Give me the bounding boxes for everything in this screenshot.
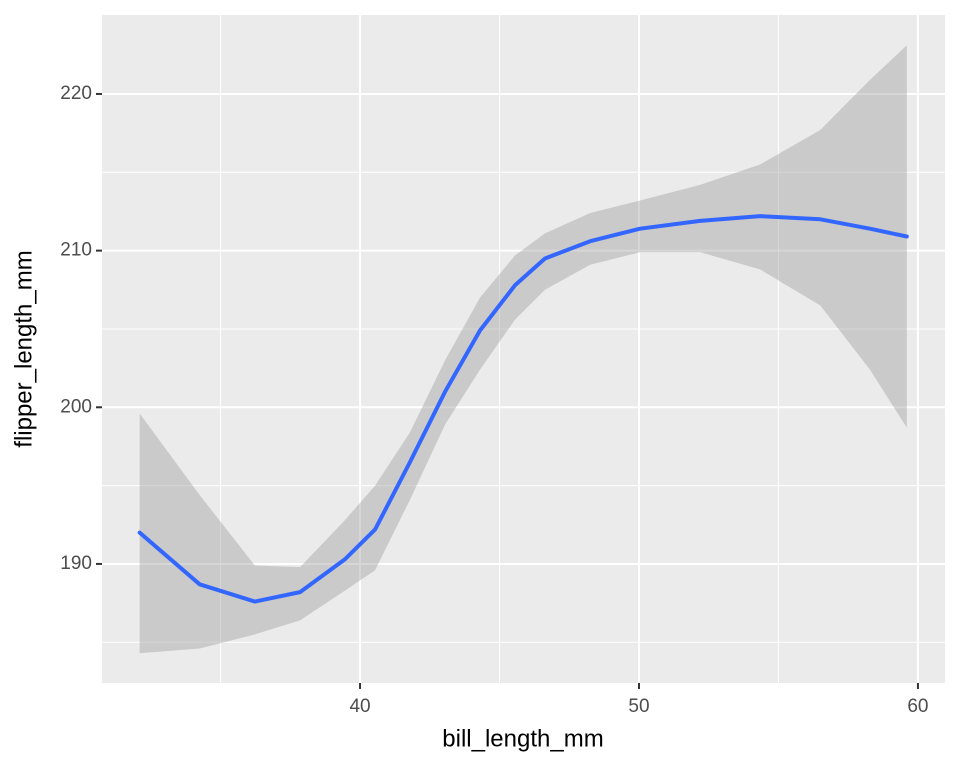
x-tick-label: 60 <box>907 696 928 717</box>
y-axis-title: flipper_length_mm <box>10 250 37 447</box>
x-axis-title: bill_length_mm <box>442 725 603 752</box>
x-tick-label: 50 <box>628 696 649 717</box>
y-tick-label: 200 <box>60 396 92 417</box>
y-tick-label: 190 <box>60 553 92 574</box>
panel <box>102 15 945 683</box>
y-tick-label: 220 <box>60 83 92 104</box>
confidence-band <box>139 45 907 654</box>
smooth-line <box>137 214 909 604</box>
y-tick-label: 210 <box>60 240 92 261</box>
x-tick-label: 40 <box>349 696 370 717</box>
